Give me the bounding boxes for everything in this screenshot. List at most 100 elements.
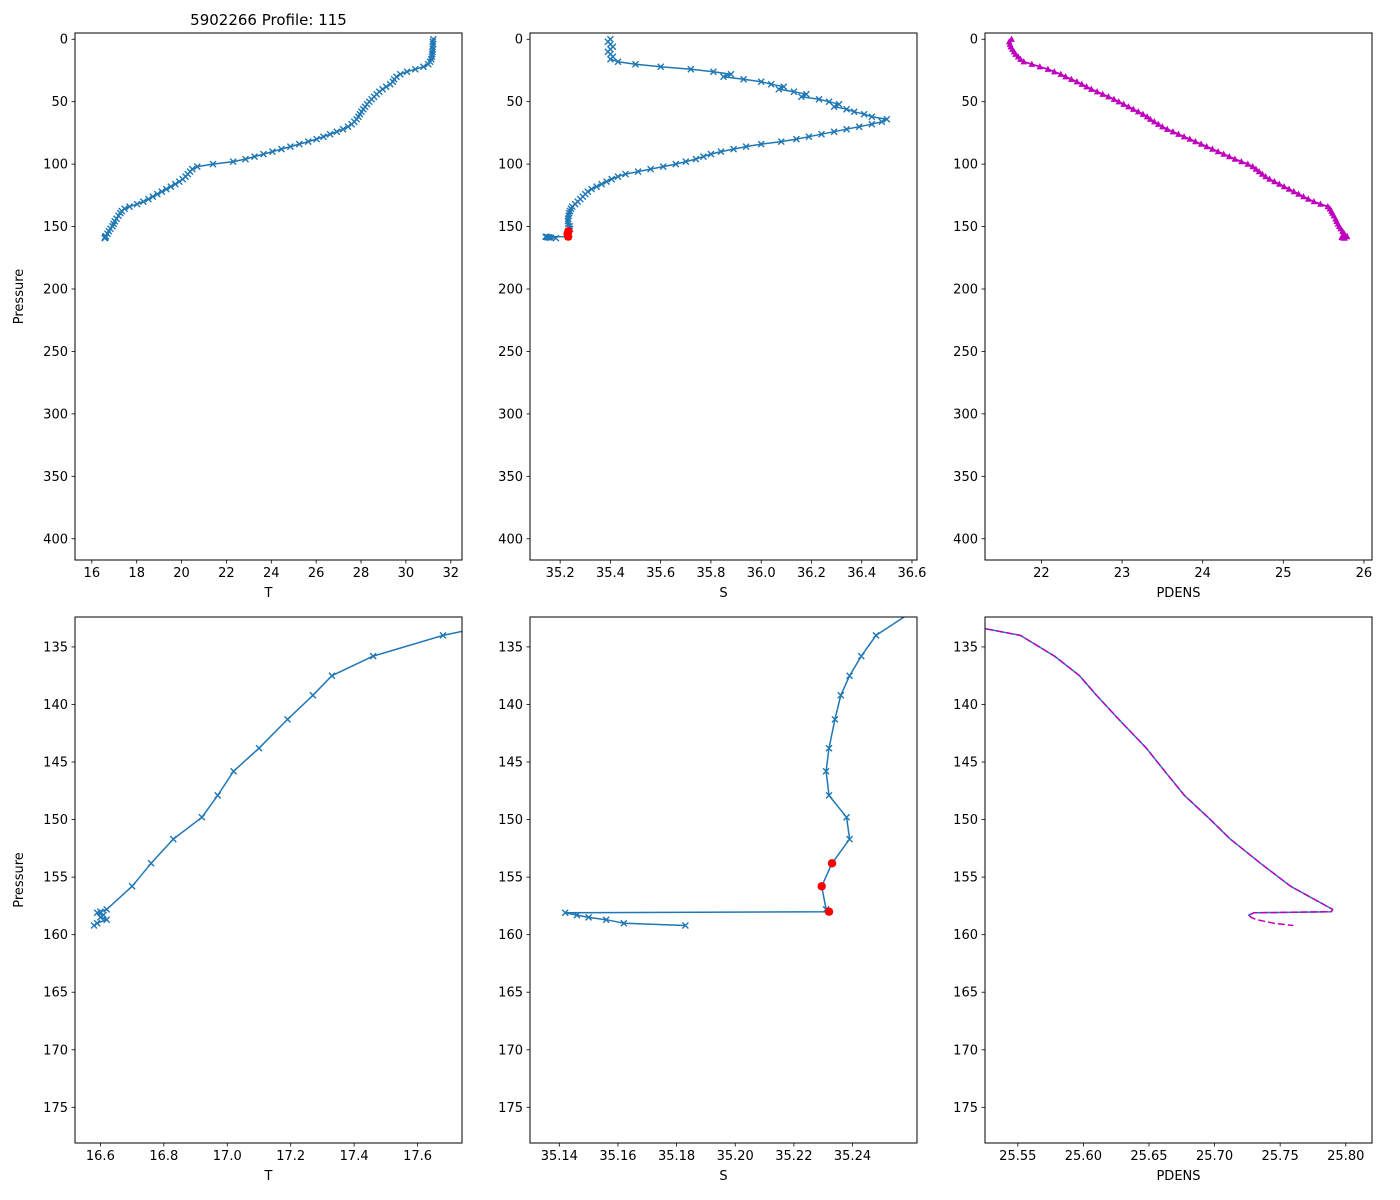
x-tick-label: 35.2 — [546, 566, 575, 581]
x-tick-label: 22 — [218, 566, 235, 581]
figure-title: 5902266 Profile: 115 — [190, 11, 347, 29]
series-group — [90, 630, 462, 929]
y-tick-label: 135 — [43, 640, 68, 655]
axes-frame — [529, 616, 918, 1144]
y-tick-label: 155 — [953, 871, 978, 886]
x-tick-label: 25.75 — [1262, 1149, 1299, 1164]
flagged-point — [824, 907, 834, 916]
y-tick-label: 200 — [43, 283, 68, 298]
x-tick-label: 35.18 — [658, 1149, 695, 1164]
y-axis-label: Pressure — [12, 269, 27, 325]
y-tick-label: 170 — [498, 1043, 523, 1058]
y-tick-label: 155 — [498, 871, 523, 886]
axes-frame — [74, 32, 463, 561]
series-markers-T — [101, 35, 437, 242]
x-tick-label: 23 — [1114, 566, 1131, 581]
x-tick-label: 25.70 — [1196, 1149, 1233, 1164]
y-tick-label: 160 — [953, 928, 978, 943]
x-tick-label: 32 — [443, 566, 460, 581]
series-markers-T — [90, 631, 447, 929]
y-axis-label: Pressure — [12, 852, 27, 908]
x-tick-label: 36.0 — [747, 566, 776, 581]
y-tick-label: 0 — [60, 33, 68, 48]
flagged-point — [827, 859, 837, 868]
y-tick-label: 165 — [953, 986, 978, 1001]
series-line-PDENS-dashed — [985, 627, 1334, 927]
y-tick-label: 400 — [498, 532, 523, 547]
y-tick-label: 140 — [953, 698, 978, 713]
y-tick-label: 175 — [43, 1101, 68, 1116]
x-tick-label: 17.0 — [213, 1149, 242, 1164]
y-tick-label: 300 — [498, 407, 523, 422]
y-tick-label: 150 — [498, 220, 523, 235]
x-tick-label: 16 — [84, 566, 101, 581]
x-axis-label: S — [719, 1169, 727, 1184]
y-tick-label: 0 — [515, 33, 523, 48]
series-markers-S — [561, 631, 880, 929]
y-tick-label: 170 — [953, 1043, 978, 1058]
y-tick-label: 165 — [43, 986, 68, 1001]
x-tick-label: 17.2 — [276, 1149, 305, 1164]
y-tick-label: 170 — [43, 1043, 68, 1058]
x-tick-label: 35.6 — [646, 566, 675, 581]
x-tick-label: 22 — [1033, 566, 1050, 581]
x-tick-label: 35.24 — [834, 1149, 871, 1164]
x-axis-label: PDENS — [1156, 1169, 1200, 1184]
series-line-PDENS-solid — [985, 627, 1334, 918]
y-tick-label: 155 — [43, 871, 68, 886]
x-axis-label: PDENS — [1156, 586, 1200, 601]
y-tick-label: 0 — [970, 33, 978, 48]
y-tick-label: 400 — [43, 532, 68, 547]
x-tick-label: 36.6 — [897, 566, 926, 581]
y-tick-label: 145 — [498, 756, 523, 771]
y-tick-label: 175 — [498, 1101, 523, 1116]
y-tick-label: 135 — [498, 640, 523, 655]
x-tick-label: 30 — [398, 566, 415, 581]
y-tick-label: 250 — [953, 345, 978, 360]
x-axis-label: T — [264, 1169, 273, 1184]
x-tick-label: 25.55 — [999, 1149, 1036, 1164]
y-tick-label: 160 — [498, 928, 523, 943]
y-tick-label: 165 — [498, 986, 523, 1001]
x-axis-label: T — [264, 586, 273, 601]
series-line-T — [93, 630, 462, 927]
x-tick-label: 35.20 — [717, 1149, 754, 1164]
x-tick-label: 24 — [263, 566, 280, 581]
x-tick-label: 18 — [128, 566, 145, 581]
series-markers-S — [542, 35, 891, 242]
x-tick-label: 35.8 — [696, 566, 725, 581]
x-tick-label: 25 — [1275, 566, 1292, 581]
y-tick-label: 145 — [953, 756, 978, 771]
x-tick-label: 26 — [1356, 566, 1373, 581]
y-tick-label: 250 — [43, 345, 68, 360]
series-group — [561, 617, 906, 929]
y-tick-label: 50 — [51, 95, 68, 110]
series-group — [985, 627, 1334, 927]
x-tick-label: 35.16 — [599, 1149, 636, 1164]
x-tick-label: 36.2 — [797, 566, 826, 581]
y-tick-label: 140 — [43, 698, 68, 713]
y-tick-label: 135 — [953, 640, 978, 655]
flagged-point — [564, 232, 573, 241]
chart-pdens-profile-zoom: 25.55 25.60 25.65 25.70 25.75 25.80 135 140 145 1… — [953, 616, 1373, 1184]
x-tick-label: 28 — [353, 566, 370, 581]
y-tick-label: 140 — [498, 698, 523, 713]
x-tick-label: 16.6 — [86, 1149, 115, 1164]
series-line-PDENS — [1008, 38, 1348, 239]
y-tick-label: 350 — [953, 470, 978, 485]
y-tick-label: 250 — [498, 345, 523, 360]
y-tick-label: 150 — [953, 220, 978, 235]
flagged-point — [817, 882, 826, 891]
y-tick-label: 350 — [43, 470, 68, 485]
y-tick-label: 150 — [43, 220, 68, 235]
y-tick-label: 200 — [498, 283, 523, 298]
x-tick-label: 35.4 — [596, 566, 625, 581]
y-tick-label: 100 — [498, 158, 523, 173]
y-tick-label: 100 — [43, 158, 68, 173]
y-tick-label: 50 — [506, 95, 523, 110]
series-group — [542, 35, 891, 242]
series-line-T — [104, 39, 435, 239]
chart-s-profile-full: 35.2 35.4 35.6 35.8 36.0 36.2 36.4 36.6 0 50 100 15… — [498, 32, 926, 601]
